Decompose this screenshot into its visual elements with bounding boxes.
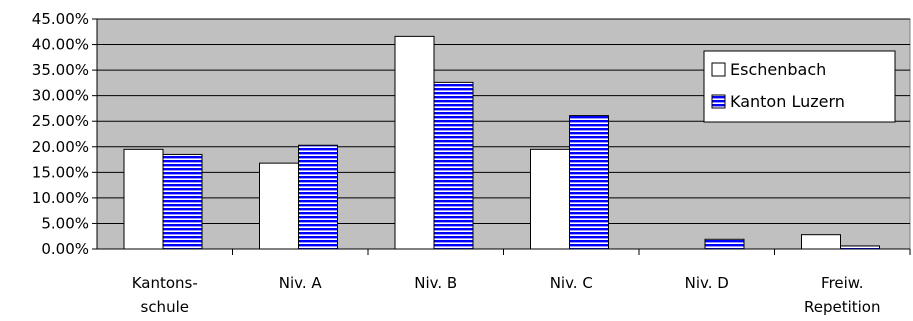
bar-kanton-luzern-4 (704, 238, 745, 250)
x-category-label: Freiw. Repetition (804, 274, 881, 316)
x-category-label: Niv. D (685, 274, 729, 292)
y-tick-label: 20.00% (32, 138, 89, 156)
y-tick-label: 25.00% (32, 112, 89, 130)
y-tick-label: 40.00% (32, 36, 89, 54)
y-tick-label: 35.00% (32, 61, 89, 79)
x-category-labels: Kantons-schule Niv. A Niv. B Niv. C Niv. D Fr… (132, 274, 881, 316)
y-tick-label: 30.00% (32, 87, 89, 105)
x-category-label: Niv. A (279, 274, 323, 292)
bar-eschenbach-2 (394, 35, 435, 250)
legend-label-eschenbach: Eschenbach (730, 60, 826, 79)
bar-eschenbach-5 (801, 234, 841, 250)
legend-swatch-eschenbach (711, 62, 726, 77)
x-category-label: Niv. C (550, 274, 593, 292)
y-tick-label: 5.00% (41, 214, 89, 232)
y-tick-labels: 0.00% 5.00% 10.00% 15.00% 20.00% 25.00% 30.00%… (32, 10, 89, 258)
legend-label-kanton-luzern: Kanton Luzern (730, 92, 845, 111)
y-tick-label: 10.00% (32, 189, 89, 207)
bar-kanton-luzern-0 (162, 153, 203, 250)
y-tick-label: 0.00% (41, 240, 89, 258)
x-category-label: Niv. B (414, 274, 457, 292)
y-tick-label: 15.00% (32, 163, 89, 181)
bar-eschenbach-0 (123, 148, 164, 250)
bars (123, 35, 880, 250)
legend-swatch-kanton-luzern (711, 94, 726, 109)
legend-box (703, 50, 896, 123)
bar-kanton-luzern-5 (840, 245, 880, 250)
y-tick-label: 45.00% (32, 10, 89, 28)
bar-eschenbach-1 (259, 162, 299, 250)
bar-eschenbach-3 (530, 148, 570, 250)
bar-kanton-luzern-1 (298, 144, 338, 250)
bar-kanton-luzern-3 (569, 115, 609, 250)
legend: Eschenbach Kanton Luzern (703, 50, 896, 123)
bar-kanton-luzern-2 (433, 81, 474, 250)
x-category-label: Kantons-schule (132, 274, 198, 316)
axes (92, 18, 911, 255)
